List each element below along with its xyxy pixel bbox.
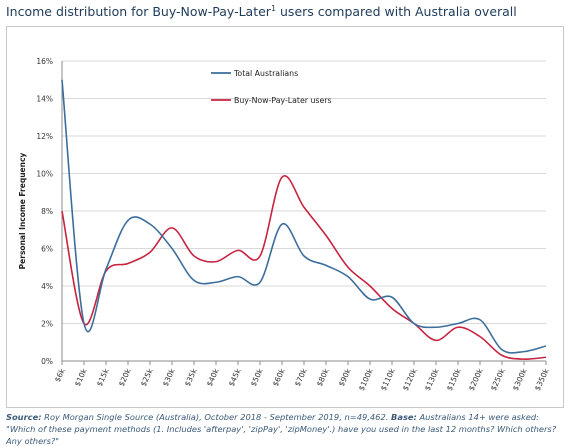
x-tick-label: $70k xyxy=(293,366,309,387)
source-text: Roy Morgan Single Source (Australia), Oc… xyxy=(41,412,392,422)
x-tick-label: $25k xyxy=(139,366,155,387)
legend-label-total-australians: Total Australians xyxy=(233,69,298,78)
legend-label-buy-now-pay-later-users: Buy-Now-Pay-Later users xyxy=(234,96,332,105)
y-axis-label: Personal Income Frequency xyxy=(18,153,27,270)
x-tick-label: $100k xyxy=(357,366,375,392)
x-tick-label: $90k xyxy=(337,366,353,387)
chart-frame xyxy=(6,26,564,408)
y-tick-label: 16% xyxy=(36,57,53,66)
x-tick-label: $350k xyxy=(533,366,551,392)
x-tick-label: $250k xyxy=(489,366,507,392)
x-tick-label: $200k xyxy=(467,366,485,392)
x-tick-label: $150k xyxy=(445,366,463,392)
x-tick-label: $10k xyxy=(73,366,89,387)
y-tick-label: 8% xyxy=(41,207,53,216)
x-tick-label: $20k xyxy=(117,366,133,387)
y-tick-label: 0% xyxy=(41,357,53,366)
x-tick-label: $6k xyxy=(53,366,67,383)
title-text: Income distribution for Buy-Now-Pay-Late… xyxy=(6,4,271,20)
x-tick-label: $60k xyxy=(271,366,287,387)
y-tick-label: 4% xyxy=(41,282,53,291)
chart-title: Income distribution for Buy-Now-Pay-Late… xyxy=(6,4,517,19)
y-tick-label: 14% xyxy=(36,95,53,104)
x-tick-label: $40k xyxy=(205,366,221,387)
x-tick-label: $110k xyxy=(379,366,397,392)
y-tick-label: 6% xyxy=(41,245,53,254)
title-rest: users compared with Australia overall xyxy=(276,4,517,20)
source-note: Source: Roy Morgan Single Source (Austra… xyxy=(6,411,566,447)
y-tick-label: 2% xyxy=(41,320,53,329)
y-tick-label: 10% xyxy=(36,170,53,179)
x-tick-label: $80k xyxy=(315,366,331,387)
series-line-total-australians xyxy=(61,79,547,354)
x-tick-label: $130k xyxy=(423,366,441,392)
line-chart: 0% 2% 4% 6% 8% 10% 12% 14% 16% Personal Income Fr… xyxy=(18,57,551,392)
x-tick-label: $120k xyxy=(401,366,419,392)
y-tick-label: 12% xyxy=(36,132,53,141)
series-line-buy-now-pay-later-users xyxy=(61,175,547,360)
x-tick-label: $45k xyxy=(227,366,243,387)
x-tick-label: $35k xyxy=(183,366,199,387)
x-tick-label: $15k xyxy=(95,366,111,387)
x-tick-label: $300k xyxy=(511,366,529,392)
base-label: Base: xyxy=(391,412,417,422)
source-label: Source: xyxy=(6,412,42,422)
x-tick-label: $50k xyxy=(249,366,265,387)
x-tick-label: $30k xyxy=(161,366,177,387)
title-footnote-mark: 1 xyxy=(270,4,277,13)
